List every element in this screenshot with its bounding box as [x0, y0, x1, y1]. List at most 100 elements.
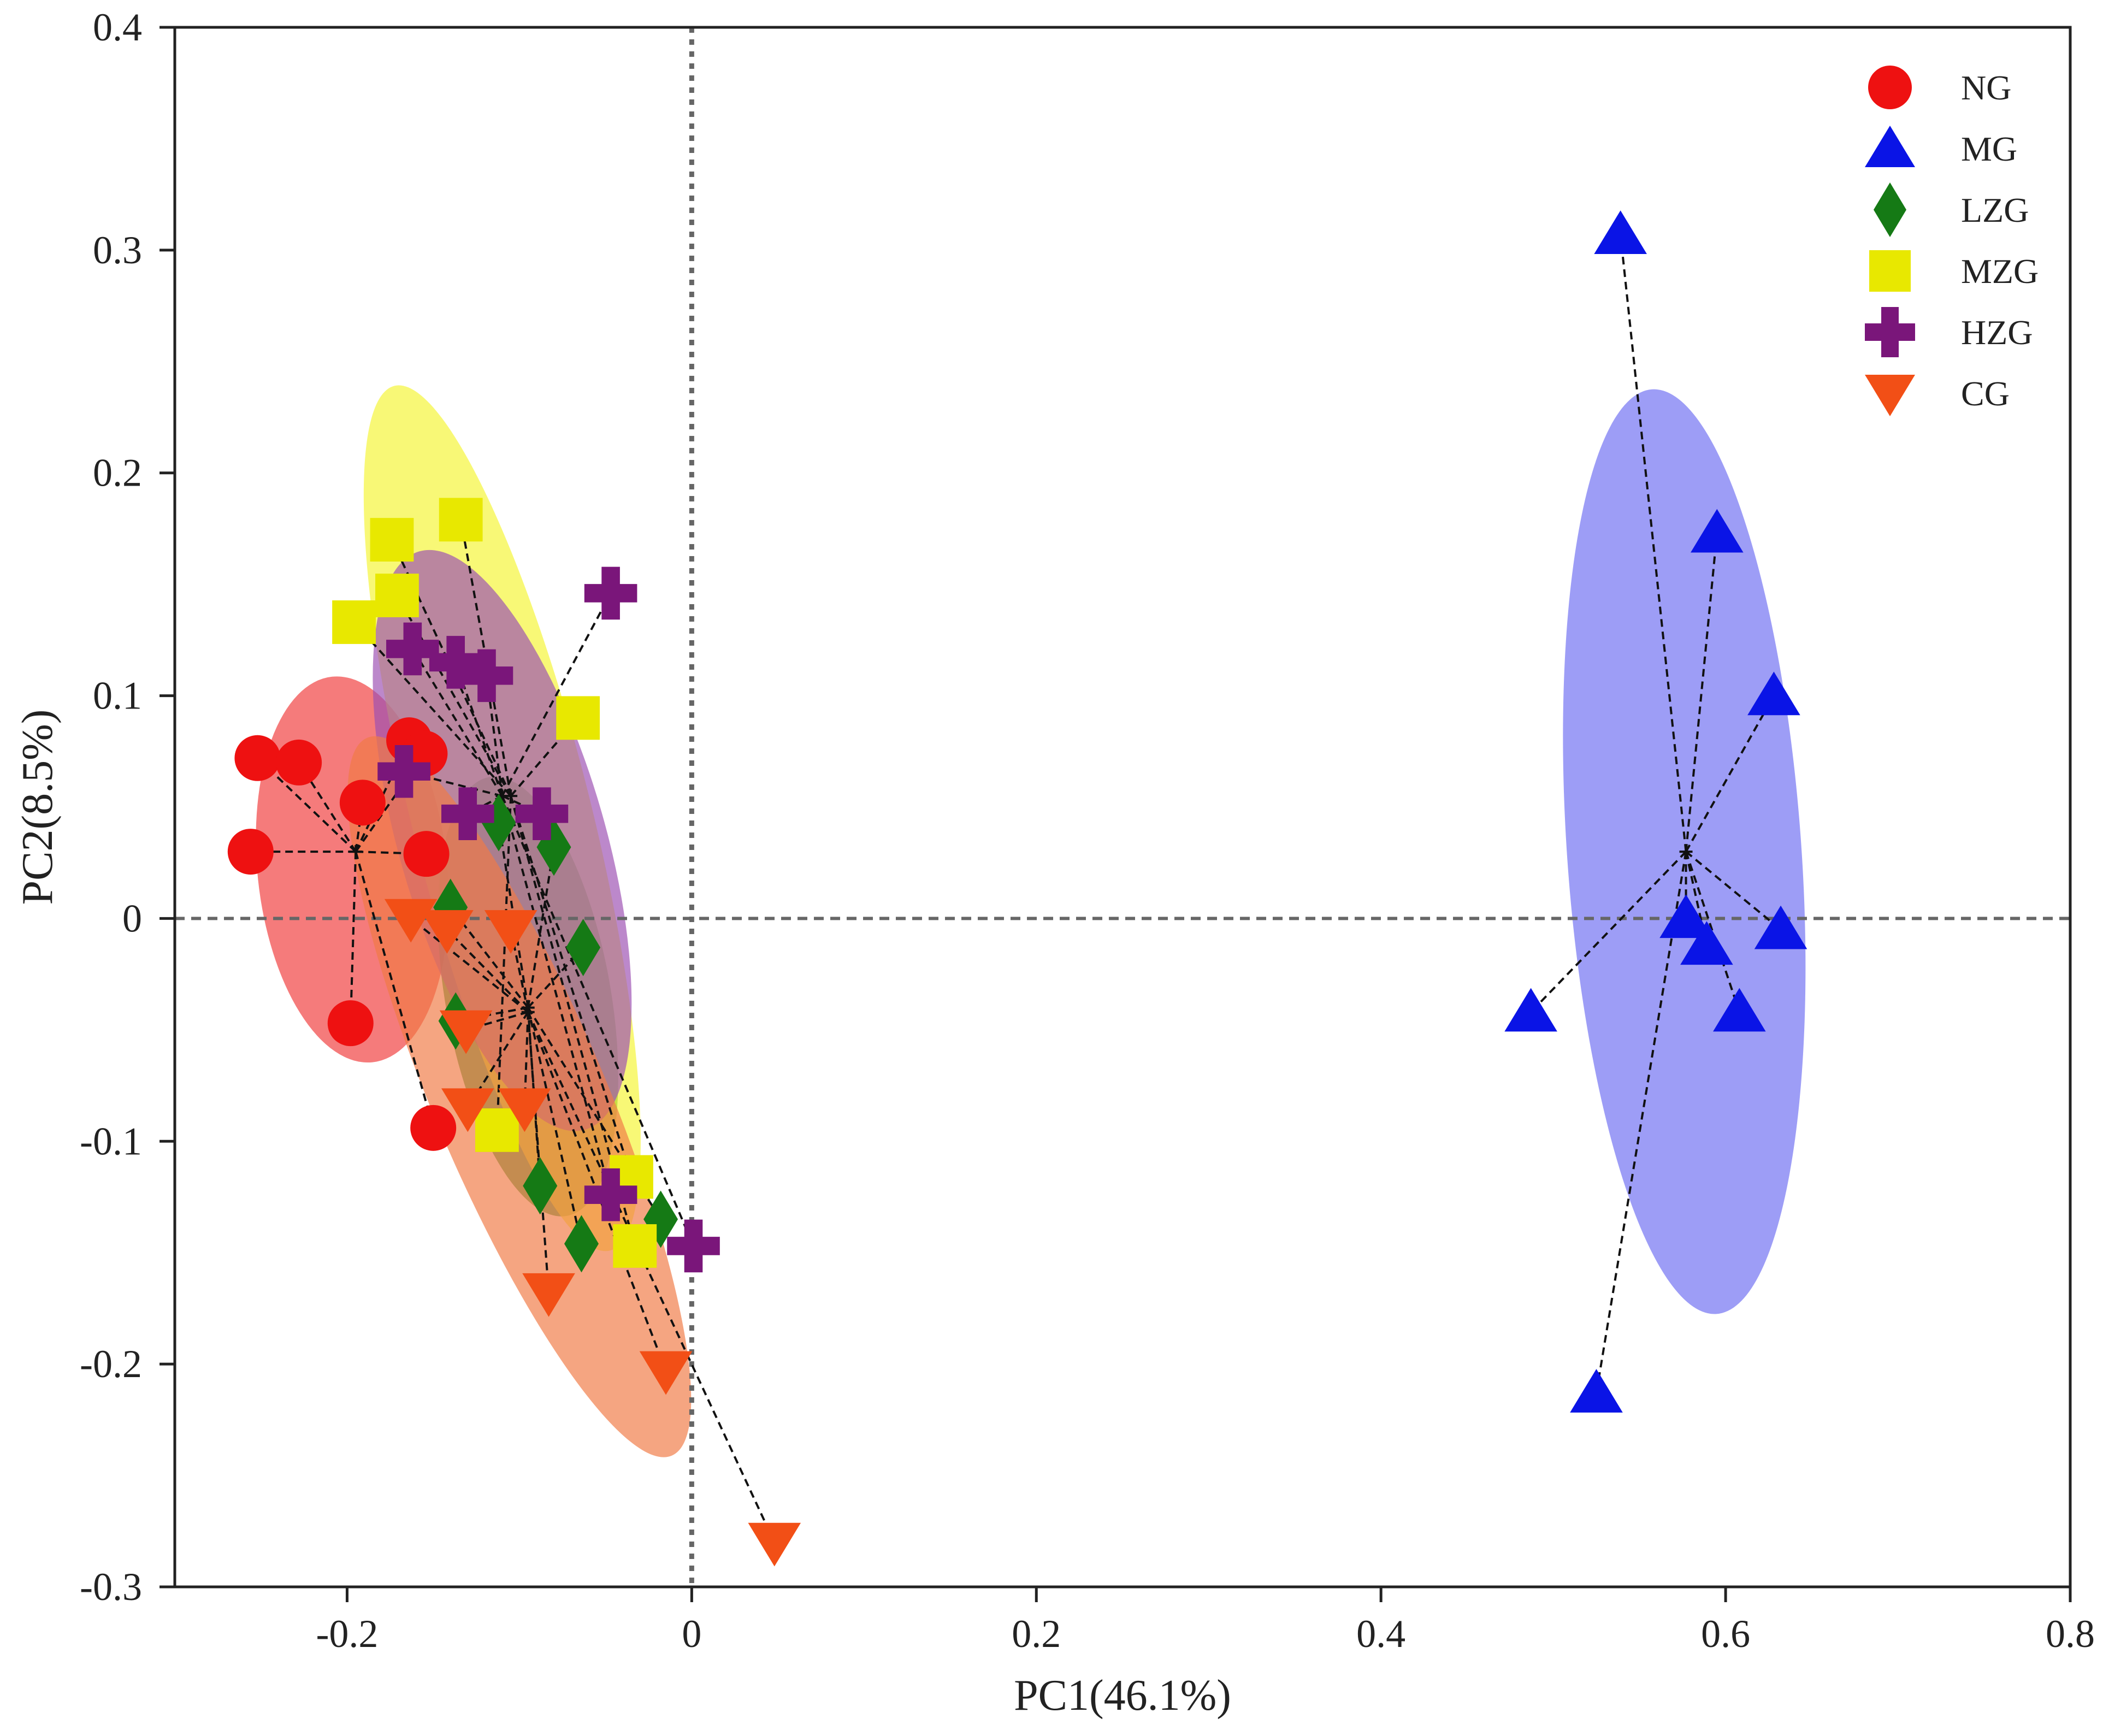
point-mg: [1659, 894, 1712, 938]
point-mg: [1713, 988, 1766, 1032]
y-tick-label: 0.4: [93, 5, 142, 49]
legend-label: HZG: [1961, 313, 2033, 352]
spoke-lzg: [527, 1007, 583, 1244]
point-cg: [439, 1010, 493, 1054]
point-cg: [639, 1351, 693, 1395]
y-tick-label: -0.2: [80, 1342, 142, 1386]
point-cg: [498, 1088, 551, 1132]
point-mzg: [332, 600, 376, 644]
centroid-cg: [521, 1005, 535, 1019]
legend-marker-ng: [1868, 66, 1912, 109]
point-ng: [234, 735, 281, 781]
axes: -0.2 0 0.2 0.4 0.6 0.8 -0.3 -0.2 -0.1 0 0.1 0.2 0.3 0…: [80, 5, 2095, 1656]
centroid-mg: [1679, 845, 1693, 859]
point-mg: [1680, 921, 1733, 965]
spoke-hzg: [501, 593, 612, 797]
point-hzg: [515, 787, 569, 841]
point-mzg: [556, 696, 600, 740]
point-lzg: [566, 918, 601, 976]
x-tick-label: 0.6: [1701, 1612, 1750, 1656]
point-mg: [1504, 988, 1557, 1032]
legend-label: MZG: [1961, 252, 2039, 291]
point-cg: [748, 1522, 801, 1567]
legend-marker-lzg: [1874, 182, 1906, 237]
legend-item-lzg: LZG: [1874, 182, 2029, 237]
legend-item-hzg: HZG: [1865, 307, 2033, 357]
point-ng: [227, 829, 274, 875]
spoke-cg: [527, 1011, 776, 1543]
spoke-ng: [355, 851, 435, 1129]
spoke-hzg: [501, 795, 612, 1195]
point-mg: [1691, 509, 1744, 553]
x-axis-title: PC1(46.1%): [1014, 1672, 1231, 1720]
point-lzg: [564, 1215, 599, 1273]
y-tick-label: 0: [122, 896, 142, 940]
legend-label: NG: [1961, 68, 2011, 107]
spoke-lzg: [527, 847, 555, 1008]
point-hzg: [584, 1168, 637, 1221]
point-mg: [1754, 905, 1807, 949]
spoke-ng: [355, 753, 426, 853]
y-tick-label: 0.1: [93, 674, 142, 718]
legend-item-ng: NG: [1868, 66, 2011, 109]
x-tick-label: -0.2: [316, 1612, 378, 1656]
legend-item-cg: CG: [1865, 374, 2010, 416]
point-mg: [1570, 1369, 1623, 1413]
spoke-hzg: [501, 795, 695, 1247]
spoke-mzg: [495, 796, 512, 1130]
point-mzg: [475, 1108, 519, 1152]
point-hzg: [441, 787, 494, 841]
point-cg: [484, 910, 537, 954]
legend-marker-mg: [1865, 126, 1915, 167]
point-hzg: [377, 745, 430, 798]
spoke-cg: [446, 929, 529, 1013]
spoke-mzg: [510, 717, 579, 797]
spoke-ng: [349, 852, 357, 1024]
point-lzg: [523, 1157, 558, 1215]
x-tick-label: 0.2: [1012, 1612, 1061, 1656]
point-hzg: [460, 649, 513, 702]
centroid-ng: [349, 845, 363, 859]
legend-marker-hzg: [1865, 307, 1915, 357]
spoke-mg: [1685, 695, 1775, 853]
x-tick-label: 0: [682, 1612, 701, 1656]
legend-item-mzg: MZG: [1869, 250, 2039, 292]
y-axis-title: PC2(8.5%): [14, 710, 62, 905]
legend-marker-cg: [1865, 375, 1915, 416]
legend-label: CG: [1961, 374, 2010, 413]
point-cg: [441, 1088, 494, 1132]
spoke-cg: [527, 1012, 550, 1293]
point-cg: [421, 910, 474, 954]
legend-marker-mzg: [1869, 250, 1911, 292]
spoke-mg: [1685, 851, 1741, 1013]
point-ng: [327, 1000, 374, 1047]
legend-item-mg: MG: [1865, 126, 2017, 168]
legend-label: MG: [1961, 129, 2017, 168]
plot-frame: [173, 26, 2072, 1589]
spoke-mzg: [353, 621, 512, 797]
legend-label: LZG: [1961, 191, 2029, 229]
legend: NG MG LZG MZG HZG CG: [1865, 66, 2039, 416]
y-tick-label: -0.1: [80, 1119, 142, 1163]
spoke-mg: [1685, 533, 1718, 852]
spoke-mg: [1685, 851, 1782, 931]
data-points: [227, 210, 1807, 1567]
point-cg: [384, 899, 438, 943]
point-hzg: [667, 1219, 720, 1273]
x-tick-label: 0.8: [2046, 1612, 2095, 1656]
point-mzg: [439, 498, 483, 542]
spoke-mzg: [510, 795, 633, 1178]
point-ng: [403, 831, 450, 877]
y-tick-label: -0.3: [80, 1565, 142, 1609]
spoke-mg: [1595, 851, 1687, 1393]
spoke-hzg: [404, 770, 503, 798]
spoke-mzg: [510, 795, 636, 1247]
point-mzg: [375, 574, 419, 617]
spoke-hzg: [411, 648, 504, 797]
point-mg: [1747, 671, 1800, 716]
point-hzg: [386, 622, 439, 676]
point-mzg: [613, 1224, 657, 1268]
point-ng: [410, 1105, 457, 1151]
spoke-mg: [1619, 234, 1687, 852]
